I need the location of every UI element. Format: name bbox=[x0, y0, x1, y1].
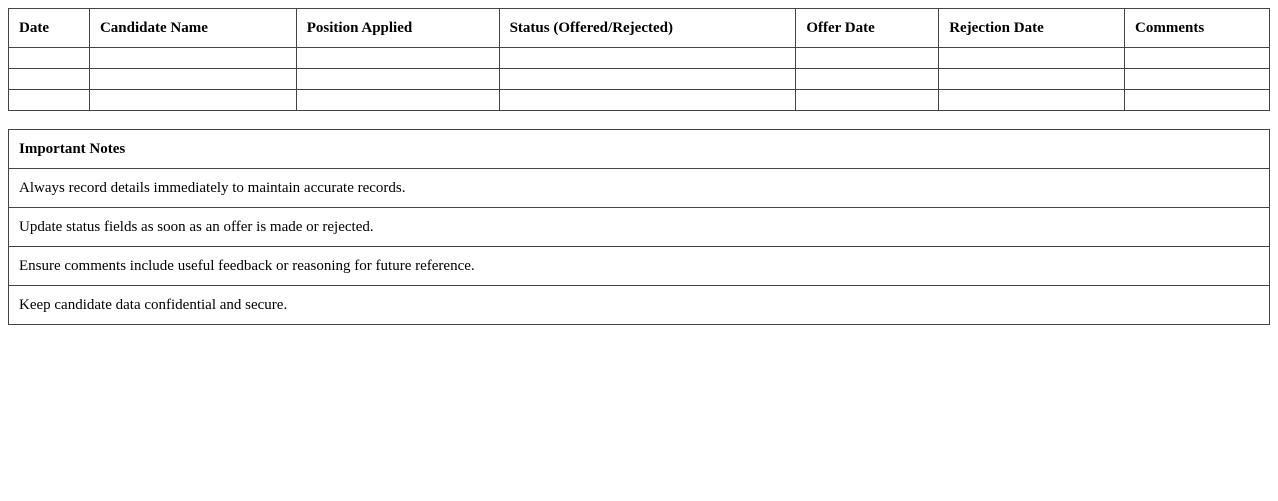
table-row bbox=[8, 89, 1270, 111]
table-row bbox=[8, 47, 1270, 69]
note-item: Keep candidate data confidential and sec… bbox=[8, 285, 1270, 325]
table-row bbox=[8, 68, 1270, 90]
table-cell[interactable] bbox=[88, 47, 297, 69]
table-cell[interactable] bbox=[1124, 68, 1270, 90]
table-cell[interactable] bbox=[1124, 47, 1270, 69]
header-status: Status (Offered/Rejected) bbox=[498, 8, 797, 48]
table-cell[interactable] bbox=[8, 68, 90, 90]
table-cell[interactable] bbox=[938, 47, 1126, 69]
table-cell[interactable] bbox=[938, 89, 1126, 111]
important-notes-table: Important Notes Always record details im… bbox=[8, 129, 1270, 325]
candidate-tracker-table: Date Candidate Name Position Applied Sta… bbox=[8, 8, 1270, 111]
table-cell[interactable] bbox=[498, 89, 797, 111]
table-cell[interactable] bbox=[1124, 89, 1270, 111]
table-cell[interactable] bbox=[498, 68, 797, 90]
header-candidate-name: Candidate Name bbox=[88, 8, 297, 48]
table-cell[interactable] bbox=[8, 89, 90, 111]
header-date: Date bbox=[8, 8, 90, 48]
header-offer-date: Offer Date bbox=[795, 8, 940, 48]
table-cell[interactable] bbox=[88, 89, 297, 111]
note-item: Ensure comments include useful feedback … bbox=[8, 246, 1270, 286]
table-cell[interactable] bbox=[88, 68, 297, 90]
table-cell[interactable] bbox=[295, 47, 500, 69]
note-item: Always record details immediately to mai… bbox=[8, 168, 1270, 208]
header-comments: Comments bbox=[1124, 8, 1270, 48]
table-cell[interactable] bbox=[295, 68, 500, 90]
header-rejection-date: Rejection Date bbox=[938, 8, 1126, 48]
header-position-applied: Position Applied bbox=[295, 8, 500, 48]
table-cell[interactable] bbox=[795, 68, 940, 90]
table-cell[interactable] bbox=[938, 68, 1126, 90]
note-item: Update status fields as soon as an offer… bbox=[8, 207, 1270, 247]
notes-title: Important Notes bbox=[8, 129, 1270, 169]
table-cell[interactable] bbox=[295, 89, 500, 111]
table-cell[interactable] bbox=[8, 47, 90, 69]
table-cell[interactable] bbox=[795, 47, 940, 69]
header-row: Date Candidate Name Position Applied Sta… bbox=[8, 8, 1270, 48]
table-cell[interactable] bbox=[795, 89, 940, 111]
table-cell[interactable] bbox=[498, 47, 797, 69]
